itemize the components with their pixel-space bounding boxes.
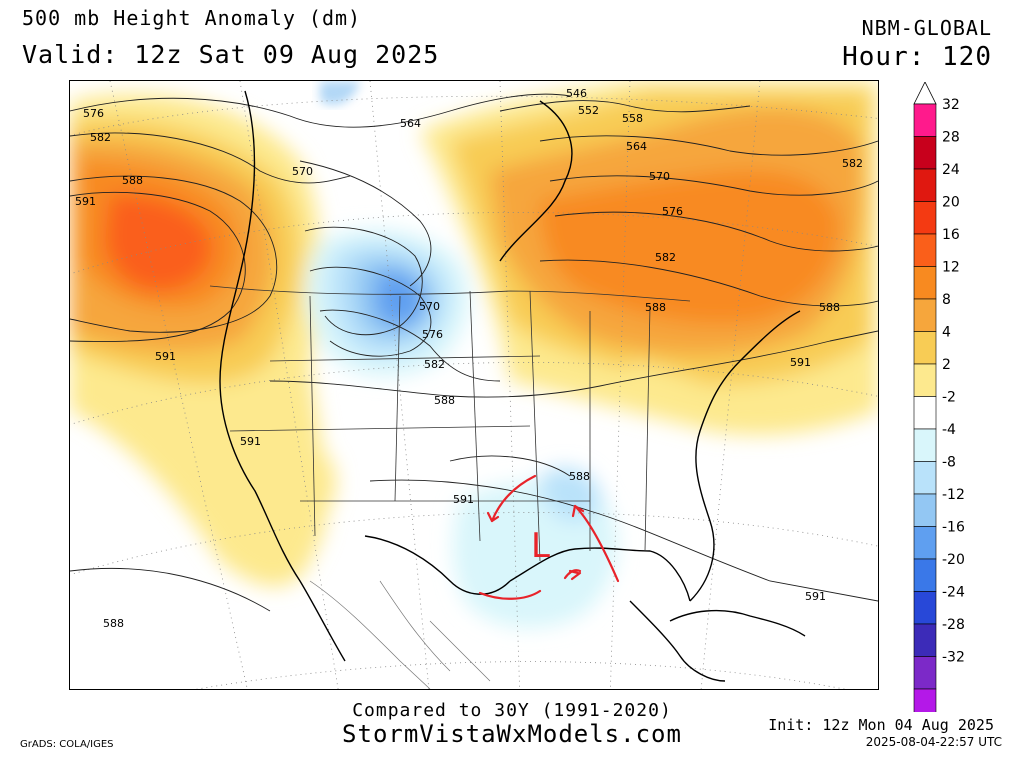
grads-credit: GrADS: COLA/IGES [20, 739, 114, 750]
contour-label: 588 [645, 301, 666, 314]
contour-label: 591 [453, 493, 474, 506]
colorbar-cell [913, 298, 937, 332]
colorbar-cell [913, 461, 937, 495]
colorbar-top-arrow [913, 82, 937, 105]
contour-label: 576 [662, 205, 683, 218]
init-time: Init: 12z Mon 04 Aug 2025 [768, 716, 994, 734]
contour-label: 570 [419, 300, 440, 313]
contour-label: 558 [622, 112, 643, 125]
colorbar-tick-label: 24 [942, 162, 960, 178]
height-contours [70, 93, 878, 612]
colorbar-tick-label: 12 [942, 260, 960, 276]
contour-label: 582 [842, 157, 863, 170]
colorbar-cell [913, 168, 937, 202]
colorbar: 32 28 24 20 16 12 8 4 2 -2 -4 -8 -12 -16 -20 -24 -28 -32 [913, 82, 965, 712]
colorbar-cell [913, 266, 937, 300]
contour-label: 588 [819, 301, 840, 314]
colorbar-cell [913, 331, 937, 365]
coastlines [219, 90, 806, 682]
contour-label: 582 [424, 358, 445, 371]
gulf-low-annotation [478, 474, 620, 600]
colorbar-cell [913, 136, 937, 170]
colorbar-cell [913, 623, 937, 657]
contour-label: 591 [155, 350, 176, 363]
contour-label: 588 [122, 174, 143, 187]
colorbar-cell [913, 591, 937, 625]
model-name: NBM-GLOBAL [861, 16, 992, 40]
colorbar-cell [913, 558, 937, 592]
contour-label: 591 [240, 435, 261, 448]
anomaly-shading [70, 81, 878, 628]
contour-label: 582 [655, 251, 676, 264]
low-pressure-label: L [531, 526, 550, 566]
colorbar-cell [913, 396, 937, 430]
contour-label: 570 [292, 165, 313, 178]
colorbar-cell [913, 233, 937, 267]
colorbar-cell [913, 688, 937, 712]
contour-label: 591 [805, 590, 826, 603]
colorbar-cell [913, 103, 937, 137]
colorbar-cell [913, 493, 937, 527]
colorbar-tick-label: 4 [942, 325, 951, 341]
colorbar-tick-label: -4 [942, 422, 956, 438]
colorbar-tick-label: 8 [942, 292, 951, 308]
valid-time: Valid: 12z Sat 09 Aug 2025 [22, 40, 440, 69]
contour-labels: 576 582 588 591 570 564 546 552 558 564 … [75, 87, 863, 630]
colorbar-cell [913, 526, 937, 560]
contour-label: 564 [626, 140, 647, 153]
contour-label: 588 [103, 617, 124, 630]
colorbar-tick-label: -20 [942, 552, 965, 568]
contour-label: 591 [75, 195, 96, 208]
contour-label: 576 [83, 107, 104, 120]
map-panel: 576 582 588 591 570 564 546 552 558 564 … [69, 80, 879, 690]
colorbar-tick-label: 28 [942, 130, 960, 146]
contour-label: 546 [566, 87, 587, 100]
forecast-hour: Hour: 120 [842, 42, 992, 72]
contour-label: 564 [400, 117, 421, 130]
contour-label: 588 [434, 394, 455, 407]
colorbar-labels: 32 28 24 20 16 12 8 4 2 -2 -4 -8 -12 -16 -20 -24 -28 -32 [942, 97, 965, 666]
contour-label: 576 [422, 328, 443, 341]
contour-label: 552 [578, 104, 599, 117]
mexico-borders [309, 580, 491, 689]
colorbar-tick-label: -24 [942, 585, 965, 601]
colorbar-tick-label: 20 [942, 195, 960, 211]
brand-url: StormVistaWxModels.com [342, 720, 682, 748]
colorbar-cell [913, 428, 937, 462]
colorbar-cell [913, 656, 937, 690]
colorbar-cell [913, 201, 937, 235]
render-timestamp: 2025-08-04-22:57 UTC [865, 735, 1002, 749]
contour-label: 588 [569, 470, 590, 483]
state-borders [209, 285, 691, 562]
colorbar-tick-label: -2 [942, 390, 956, 406]
contour-label: 582 [90, 131, 111, 144]
colorbar-tick-label: 2 [942, 357, 951, 373]
anomaly-map: 576 582 588 591 570 564 546 552 558 564 … [70, 81, 878, 689]
contour-label: 570 [649, 170, 670, 183]
colorbar-tick-label: -12 [942, 487, 965, 503]
climatology-note: Compared to 30Y (1991-2020) [352, 700, 672, 721]
colorbar-tick-label: -28 [942, 617, 965, 633]
colorbar-tick-label: 16 [942, 227, 960, 243]
colorbar-tick-label: 32 [942, 97, 960, 113]
colorbar-tick-label: -32 [942, 650, 965, 666]
colorbar-tick-label: -16 [942, 520, 965, 536]
colorbar-cell [913, 363, 937, 397]
colorbar-cells [913, 82, 937, 712]
chart-title: 500 mb Height Anomaly (dm) [22, 6, 362, 30]
contour-label: 591 [790, 356, 811, 369]
colorbar-tick-label: -8 [942, 455, 956, 471]
lat-lon-grid [70, 81, 878, 689]
